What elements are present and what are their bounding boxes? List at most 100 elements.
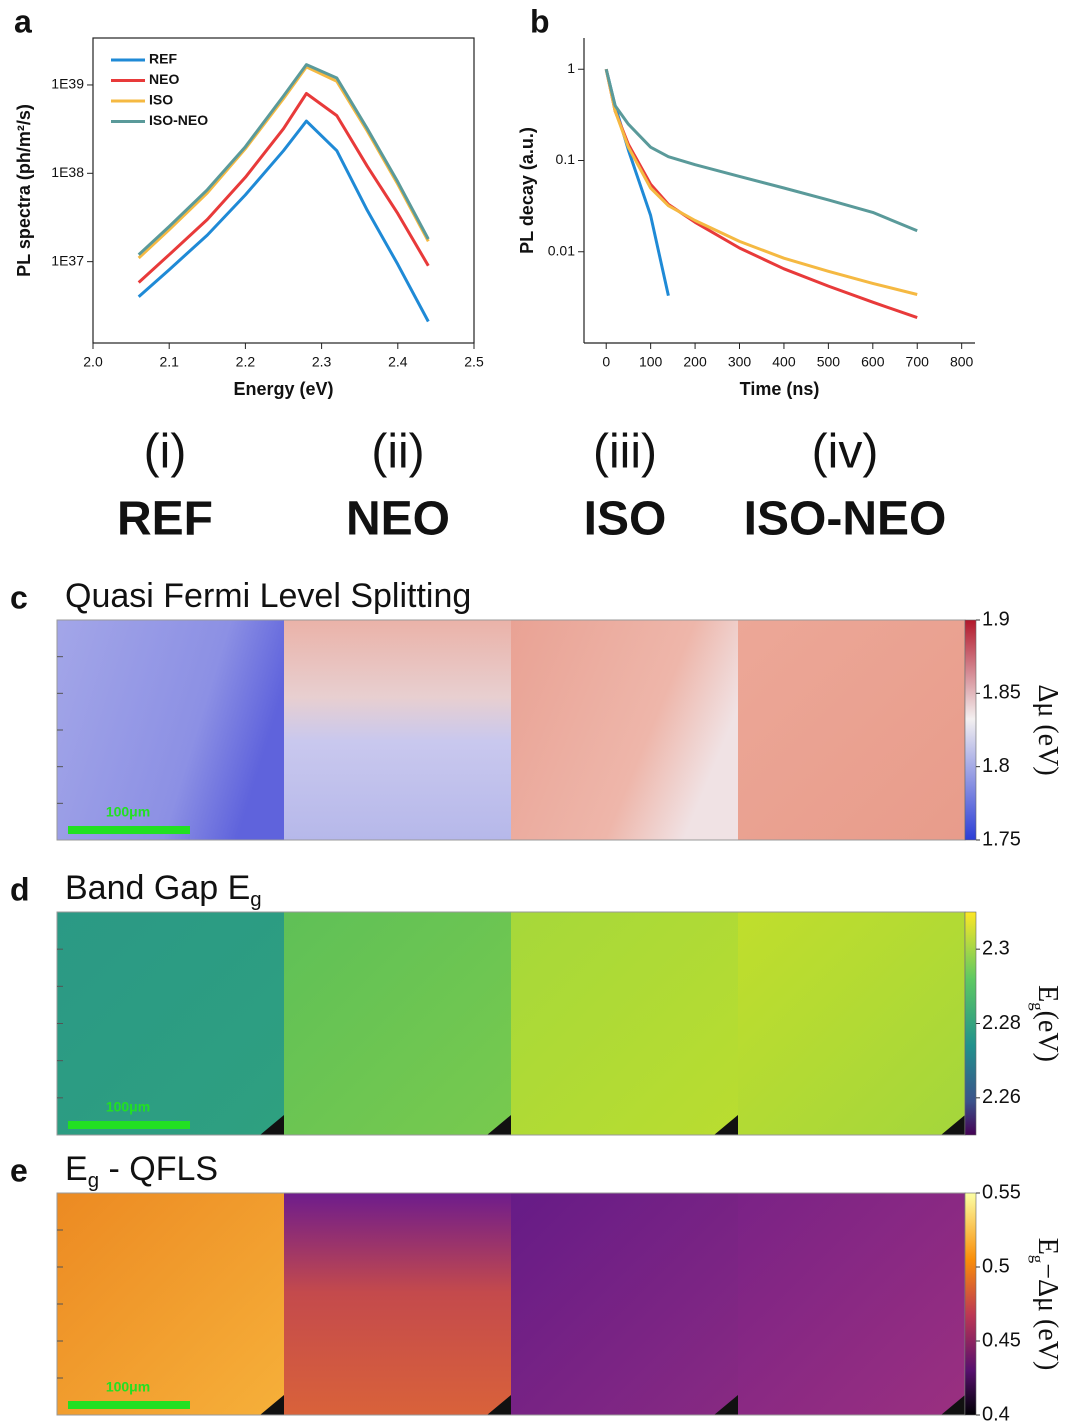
map-corner xyxy=(487,1115,511,1135)
colorbar-title: Δμ (eV) xyxy=(1032,684,1063,775)
plot-frame xyxy=(92,37,475,344)
x-tick-label: 2.3 xyxy=(312,354,332,370)
map-title: Band Gap Eg xyxy=(65,869,262,911)
legend-label: REF xyxy=(149,51,177,67)
legend-label: ISO xyxy=(149,92,173,108)
text-part: −Δμ (eV) xyxy=(1032,1263,1063,1370)
text-part: Band Gap E xyxy=(65,869,250,907)
sample-numeral: (iv) xyxy=(812,426,879,479)
map-image xyxy=(284,912,512,1135)
map-image xyxy=(738,620,966,840)
map-image xyxy=(284,1193,512,1415)
text-part: (eV) xyxy=(1032,1011,1063,1062)
y-axis-title: PL decay (a.u.) xyxy=(517,127,537,254)
colorbar-tick-label: 1.85 xyxy=(982,682,1021,704)
colorbar-tick-label: 0.45 xyxy=(982,1329,1021,1351)
subscript: g xyxy=(88,1170,99,1192)
colorbar xyxy=(964,619,977,841)
map-image xyxy=(57,620,285,840)
x-tick-label: 500 xyxy=(817,354,841,370)
x-tick-label: 200 xyxy=(683,354,707,370)
text-part: - QFLS xyxy=(99,1150,218,1188)
map-title: Quasi Fermi Level Splitting xyxy=(65,577,471,615)
map-image xyxy=(738,1193,966,1415)
colorbar xyxy=(964,911,977,1136)
panel-label: e xyxy=(10,1152,28,1188)
subscript: g xyxy=(1028,1002,1047,1011)
colorbar-tick-label: 0.4 xyxy=(982,1403,1010,1425)
text-part: Quasi Fermi Level Splitting xyxy=(65,577,471,615)
colorbar-tick-label: 2.26 xyxy=(982,1086,1021,1108)
panel-label: c xyxy=(10,579,28,615)
map-image xyxy=(511,912,739,1135)
panel-label: d xyxy=(10,871,30,907)
colorbar-tick-label: 0.55 xyxy=(982,1181,1021,1203)
series-line xyxy=(137,63,430,256)
x-tick-label: 600 xyxy=(861,354,885,370)
scale-bar-label: 100μm xyxy=(106,804,150,820)
sample-name: NEO xyxy=(346,493,450,546)
x-tick-label: 0 xyxy=(602,354,610,370)
series-line xyxy=(604,68,918,296)
map-corner xyxy=(487,1395,511,1415)
subscript: g xyxy=(250,889,261,911)
colorbar-tick-label: 2.28 xyxy=(982,1012,1021,1034)
text-part: E xyxy=(1032,985,1063,1002)
x-axis-title: Energy (eV) xyxy=(233,379,333,399)
x-tick-label: 700 xyxy=(906,354,930,370)
panel-label: b xyxy=(530,3,550,39)
x-tick-label: 400 xyxy=(772,354,796,370)
sample-numeral: (iii) xyxy=(593,426,657,479)
map-image xyxy=(511,620,739,840)
x-tick-label: 800 xyxy=(950,354,974,370)
sample-numeral: (i) xyxy=(144,426,187,479)
x-tick-label: 2.2 xyxy=(236,354,256,370)
series-line xyxy=(604,68,918,320)
series-line xyxy=(137,119,430,323)
map-corner xyxy=(260,1395,284,1415)
map-image xyxy=(57,1193,285,1415)
map-corner xyxy=(714,1115,738,1135)
map-title: Eg - QFLS xyxy=(65,1150,218,1192)
panel-label: a xyxy=(14,3,32,39)
sample-name: REF xyxy=(117,493,213,546)
map-image xyxy=(511,1193,739,1415)
y-tick-label: 0.01 xyxy=(548,242,575,258)
colorbar xyxy=(964,1192,977,1416)
colorbar-title: Eg−Δμ (eV) xyxy=(1028,1238,1063,1371)
legend-label: ISO-NEO xyxy=(149,112,208,128)
y-tick-label: 0.1 xyxy=(556,151,576,167)
text-part: E xyxy=(1032,1238,1063,1255)
y-tick-label: 1 xyxy=(567,60,575,76)
series-line xyxy=(604,68,918,233)
colorbar-title: Eg(eV) xyxy=(1028,985,1063,1062)
colorbar-tick-label: 1.75 xyxy=(982,828,1021,850)
x-tick-label: 2.5 xyxy=(464,354,484,370)
map-image xyxy=(57,912,285,1135)
y-axis-title: PL spectra (ph/m²/s) xyxy=(14,104,34,277)
y-tick-label: 1E39 xyxy=(51,76,84,92)
map-image xyxy=(284,620,512,840)
text-part: E xyxy=(65,1150,88,1188)
colorbar-tick-label: 1.8 xyxy=(982,755,1010,777)
sample-name: ISO xyxy=(584,493,667,546)
y-tick-label: 1E38 xyxy=(51,164,84,180)
legend-label: NEO xyxy=(149,71,179,87)
x-tick-label: 300 xyxy=(728,354,752,370)
text-part: Δμ (eV) xyxy=(1032,684,1063,775)
map-corner xyxy=(941,1115,965,1135)
series-line xyxy=(137,92,430,284)
scale-bar-label: 100μm xyxy=(106,1099,150,1115)
colorbar-tick-label: 2.3 xyxy=(982,937,1010,959)
scale-bar xyxy=(68,1401,190,1409)
x-tick-label: 100 xyxy=(639,354,663,370)
x-axis-title: Time (ns) xyxy=(740,379,820,399)
colorbar-tick-label: 0.5 xyxy=(982,1255,1010,1277)
x-tick-label: 2.0 xyxy=(83,354,103,370)
map-corner xyxy=(941,1395,965,1415)
map-corner xyxy=(260,1115,284,1135)
map-corner xyxy=(714,1395,738,1415)
y-tick-label: 1E37 xyxy=(51,252,84,268)
map-image xyxy=(738,912,966,1135)
